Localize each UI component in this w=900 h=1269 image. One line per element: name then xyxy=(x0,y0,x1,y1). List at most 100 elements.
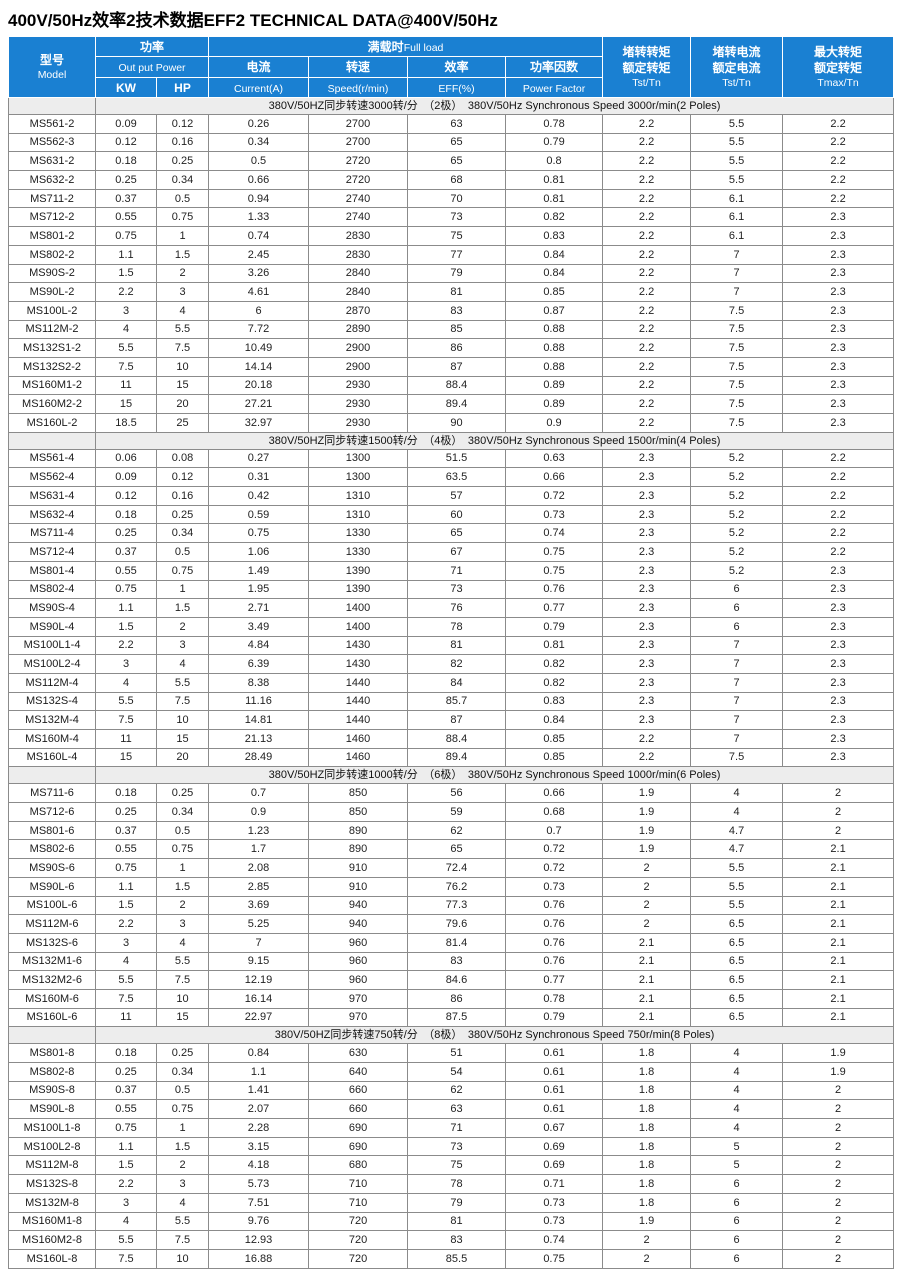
value-cell: 1300 xyxy=(308,448,409,469)
value-cell: 0.84 xyxy=(505,710,604,730)
column-header-current-zh: 电流 xyxy=(208,56,310,78)
value-cell: 690 xyxy=(308,1136,409,1157)
model-cell: MS90L-6 xyxy=(8,876,96,897)
value-cell: 3 xyxy=(95,654,157,674)
value-cell: 2.3 xyxy=(782,319,895,340)
value-cell: 1.41 xyxy=(208,1080,310,1101)
value-cell: 87 xyxy=(407,356,507,377)
model-cell: MS100L1-4 xyxy=(8,635,96,656)
value-cell: 84 xyxy=(407,672,507,693)
value-cell: 3.49 xyxy=(208,616,310,637)
value-cell: 62 xyxy=(407,1080,507,1101)
model-cell: MS132M-4 xyxy=(8,710,96,730)
model-cell: MS160M1-2 xyxy=(8,375,96,396)
value-cell: 0.59 xyxy=(208,504,310,525)
table-row: MS90L-8 0.55 0.75 2.07 660 63 0.61 1.8 4 2 xyxy=(8,1099,895,1120)
value-cell: 0.12 xyxy=(95,132,157,153)
model-cell: MS562-4 xyxy=(8,467,96,488)
value-cell: 2.2 xyxy=(602,394,692,414)
column-header-full-load: 满载时Full load xyxy=(208,36,604,57)
value-cell: 1.5 xyxy=(155,244,210,265)
section-heading: 380V/50HZ同步转速1000转/分 （6极） 380V/50Hz Sync… xyxy=(94,766,895,785)
value-cell: 2.3 xyxy=(782,598,895,618)
model-cell: MS711-2 xyxy=(8,188,96,209)
value-cell: 0.18 xyxy=(95,151,157,172)
value-cell: 89.4 xyxy=(407,394,507,414)
value-cell: 79.6 xyxy=(407,914,507,934)
value-cell: 2840 xyxy=(308,263,409,284)
value-cell: 960 xyxy=(308,932,409,953)
value-cell: 0.61 xyxy=(505,1080,604,1101)
value-cell: 2.3 xyxy=(782,207,895,228)
section-header-blank-cell xyxy=(8,431,96,450)
table-row: MS100L2-8 1.1 1.5 3.15 690 73 0.69 1.8 5 2 xyxy=(8,1136,895,1157)
table-row: MS90S-2 1.5 2 3.26 2840 79 0.84 2.2 7 2.3 xyxy=(8,263,895,284)
value-cell: 0.81 xyxy=(505,635,604,656)
value-cell: 1310 xyxy=(308,504,409,525)
value-cell: 6 xyxy=(690,1248,784,1269)
value-cell: 6.5 xyxy=(690,988,784,1009)
value-cell: 2.1 xyxy=(602,932,692,953)
table-row: MS90L-6 1.1 1.5 2.85 910 76.2 0.73 2 5.5 2.1 xyxy=(8,876,895,897)
value-cell: 0.73 xyxy=(505,1192,604,1213)
value-cell: 2 xyxy=(155,895,210,916)
value-cell: 0.87 xyxy=(505,300,604,321)
value-cell: 0.09 xyxy=(95,114,157,134)
value-cell: 0.85 xyxy=(505,282,604,302)
value-cell: 12.19 xyxy=(208,970,310,990)
value-cell: 15 xyxy=(155,1007,210,1028)
value-cell: 20 xyxy=(155,747,210,768)
value-cell: 0.85 xyxy=(505,729,604,749)
value-cell: 7.5 xyxy=(155,338,210,358)
value-cell: 2.3 xyxy=(782,300,895,321)
value-cell: 0.79 xyxy=(505,132,604,153)
table-row: MS802-8 0.25 0.34 1.1 640 54 0.61 1.8 4 1.9 xyxy=(8,1062,895,1082)
value-cell: 2.3 xyxy=(782,747,895,768)
value-cell: 5.5 xyxy=(155,319,210,340)
table-row: MS562-3 0.12 0.16 0.34 2700 65 0.79 2.2 5.5 2.2 xyxy=(8,132,895,153)
value-cell: 660 xyxy=(308,1080,409,1101)
value-cell: 21.13 xyxy=(208,729,310,749)
table-row: MS632-2 0.25 0.34 0.66 2720 68 0.81 2.2 5.5 2.2 xyxy=(8,170,895,190)
value-cell: 2 xyxy=(155,263,210,284)
column-header-eff-zh: 效率 xyxy=(407,56,507,78)
table-row: MS801-8 0.18 0.25 0.84 630 51 0.61 1.8 4 1.9 xyxy=(8,1043,895,1063)
value-cell: 2.3 xyxy=(782,691,895,712)
value-cell: 5.5 xyxy=(95,691,157,712)
value-cell: 68 xyxy=(407,170,507,190)
value-cell: 4 xyxy=(95,319,157,340)
value-cell: 86 xyxy=(407,988,507,1009)
table-row: MS132S2-2 7.5 10 14.14 2900 87 0.88 2.2 7.5 2.3 xyxy=(8,356,895,377)
value-cell: 5.5 xyxy=(690,876,784,897)
value-cell: 0.16 xyxy=(155,486,210,506)
value-cell: 0.74 xyxy=(505,523,604,544)
value-cell: 2 xyxy=(155,1155,210,1176)
table-row: MS160L-2 18.5 25 32.97 2930 90 0.9 2.2 7.5 2.3 xyxy=(8,413,895,433)
value-cell: 7.5 xyxy=(155,691,210,712)
value-cell: 0.61 xyxy=(505,1062,604,1082)
current-zh-label: 电流 xyxy=(246,60,271,74)
value-cell: 0.8 xyxy=(505,151,604,172)
value-cell: 0.66 xyxy=(505,467,604,488)
value-cell: 2.1 xyxy=(782,914,895,934)
value-cell: 4 xyxy=(690,783,784,804)
value-cell: 2 xyxy=(782,1118,895,1138)
value-cell: 1.8 xyxy=(602,1043,692,1063)
value-cell: 32.97 xyxy=(208,413,310,433)
value-cell: 28.49 xyxy=(208,747,310,768)
value-cell: 0.18 xyxy=(95,783,157,804)
value-cell: 2740 xyxy=(308,188,409,209)
model-cell: MS561-4 xyxy=(8,448,96,469)
value-cell: 720 xyxy=(308,1211,409,1232)
value-cell: 11 xyxy=(95,729,157,749)
value-cell: 2.08 xyxy=(208,858,310,878)
value-cell: 0.73 xyxy=(505,876,604,897)
value-cell: 5.2 xyxy=(690,560,784,581)
value-cell: 4 xyxy=(155,1192,210,1213)
value-cell: 9.15 xyxy=(208,951,310,972)
value-cell: 850 xyxy=(308,783,409,804)
value-cell: 65 xyxy=(407,839,507,860)
value-cell: 5.5 xyxy=(690,132,784,153)
section-header-blank-cell xyxy=(8,97,96,115)
current-en-label: Current(A) xyxy=(234,82,284,95)
